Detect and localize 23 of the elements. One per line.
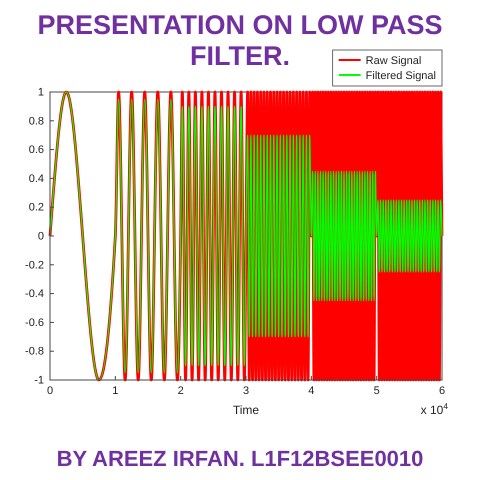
- x-axis-title: Time: [232, 403, 260, 417]
- y-tick-label: -0.8: [25, 346, 44, 358]
- y-tick-label: 0.8: [28, 115, 44, 128]
- y-tick-label: 0.2: [28, 202, 44, 214]
- y-tick-label: 0.6: [28, 144, 44, 156]
- x-tick-label: 2: [178, 384, 184, 397]
- text: x 10$^{4}$: [420, 401, 448, 417]
- legend-label: Filtered Signal: [366, 70, 436, 82]
- y-tick-label: -1: [34, 374, 44, 387]
- x-tick-label: 5: [374, 384, 380, 397]
- y-tick-label: -0.4: [25, 288, 44, 300]
- y-tick-label: 0: [38, 230, 44, 243]
- x-tick-label: 0: [46, 384, 54, 397]
- y-tick-label: 0.4: [28, 172, 44, 185]
- y-tick-label: 1: [38, 86, 44, 99]
- legend-label: Raw Signal: [366, 55, 422, 67]
- y-tick-label: -0.6: [25, 316, 44, 329]
- x-tick-label: 1: [112, 384, 118, 397]
- y-tick-label: -0.2: [25, 259, 44, 272]
- x-tick-label: 6: [438, 384, 446, 397]
- text: BY AREEZ IRFAN. L1F12BSEE0010: [56, 446, 424, 471]
- x-tick-label: 3: [242, 384, 250, 397]
- x-tick-label: 4: [308, 384, 314, 397]
